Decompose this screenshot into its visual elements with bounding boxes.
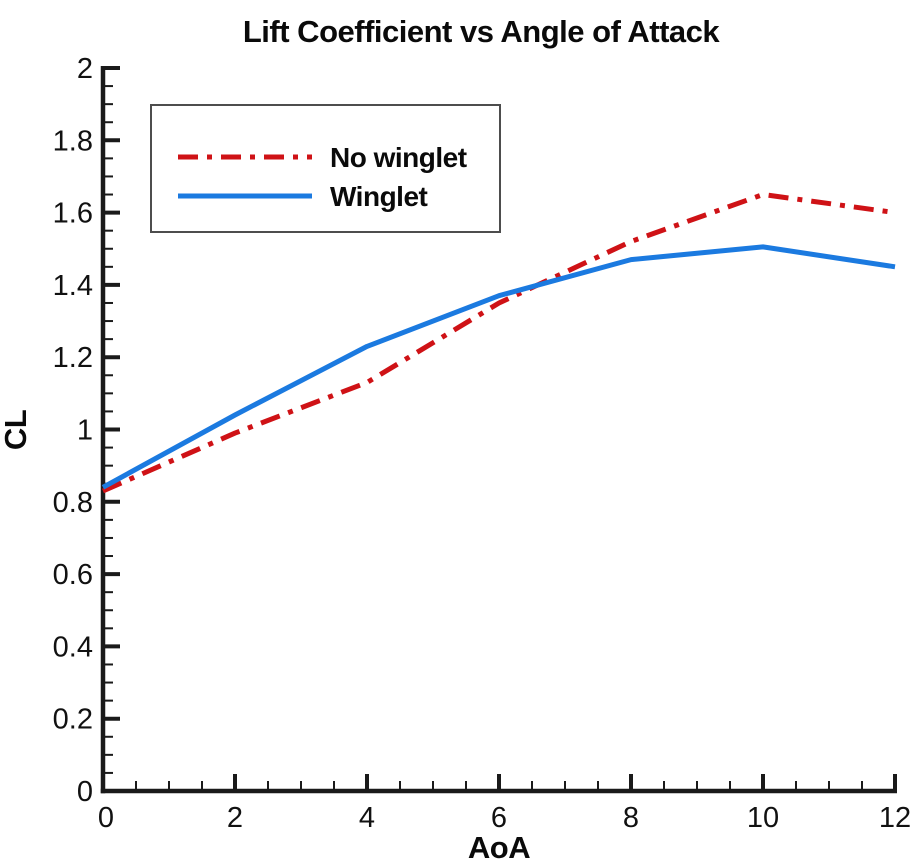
y-tick-label: 0.6 (53, 559, 93, 591)
chart-title: Lift Coefficient vs Angle of Attack (243, 14, 721, 49)
legend-box (150, 104, 501, 233)
y-tick-label: 0.2 (53, 704, 93, 736)
y-axis-title: CL (0, 410, 33, 450)
x-tick-label: 2 (227, 802, 243, 834)
x-tick-label: 10 (747, 802, 779, 834)
y-axis: 0 0.2 0.4 0.6 0.8 1 1.2 1.4 1.6 1.8 2 (53, 53, 120, 808)
series-group (101, 192, 896, 494)
y-tick-label: 1.4 (53, 270, 93, 302)
y-tick-label: 1.8 (53, 125, 93, 157)
legend-label-no-winglet: No winglet (330, 142, 467, 173)
x-axis-title: AoA (468, 830, 530, 865)
x-tick-label: 12 (879, 802, 911, 834)
x-tick-label: 4 (359, 802, 375, 834)
y-tick-label: 0.4 (53, 631, 93, 663)
y-tick-label: 1.6 (53, 198, 93, 230)
legend-label-winglet: Winglet (330, 181, 428, 212)
series-line-no-winglet (101, 192, 896, 494)
series-line-winglet (101, 244, 896, 490)
x-tick-label: 8 (623, 802, 639, 834)
legend: No winglet Winglet (150, 104, 501, 233)
x-axis: 0 2 4 6 8 10 12 (98, 774, 911, 834)
y-tick-label: 0.8 (53, 487, 93, 519)
y-tick-label: 1.2 (53, 342, 93, 374)
x-tick-label: 0 (98, 802, 114, 834)
x-tick-label: 6 (491, 802, 507, 834)
y-tick-label: 1 (77, 415, 93, 447)
y-tick-label: 2 (77, 53, 93, 85)
y-tick-label: 0 (77, 776, 93, 808)
